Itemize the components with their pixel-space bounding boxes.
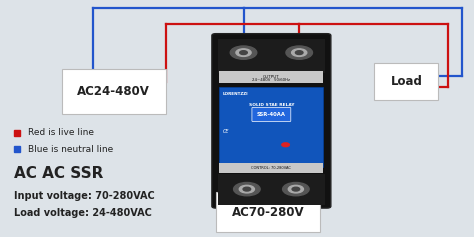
Bar <box>219 163 323 173</box>
Text: OUTPUT: OUTPUT <box>263 75 280 79</box>
Text: Load voltage: 24-480VAC: Load voltage: 24-480VAC <box>14 208 152 218</box>
Circle shape <box>282 143 289 147</box>
Bar <box>218 174 325 205</box>
Bar <box>219 87 323 167</box>
Circle shape <box>239 185 255 193</box>
Bar <box>219 71 323 83</box>
Text: Load: Load <box>391 75 422 88</box>
Circle shape <box>236 49 251 56</box>
Text: SOLID STAE RELAY: SOLID STAE RELAY <box>249 103 294 107</box>
Circle shape <box>292 49 307 56</box>
FancyBboxPatch shape <box>62 69 166 114</box>
Bar <box>218 39 325 73</box>
Circle shape <box>230 46 257 59</box>
Text: Red is live line: Red is live line <box>28 128 94 137</box>
Circle shape <box>240 51 247 55</box>
Circle shape <box>288 185 303 193</box>
Text: AC70-280V: AC70-280V <box>231 206 304 219</box>
Text: CONTROL: 70-280VAC: CONTROL: 70-280VAC <box>251 166 292 170</box>
Text: Blue is neutral line: Blue is neutral line <box>28 145 114 154</box>
Circle shape <box>234 182 260 196</box>
FancyBboxPatch shape <box>252 107 291 122</box>
Text: AC24-480V: AC24-480V <box>77 85 150 98</box>
FancyBboxPatch shape <box>212 34 331 208</box>
Text: LORENTZZI: LORENTZZI <box>223 91 248 96</box>
Circle shape <box>283 182 309 196</box>
Text: SSR-40AA: SSR-40AA <box>257 112 286 117</box>
Text: 24~480V   50/60Hz: 24~480V 50/60Hz <box>252 78 291 82</box>
Circle shape <box>295 51 303 55</box>
FancyBboxPatch shape <box>374 63 438 100</box>
Circle shape <box>292 187 300 191</box>
Text: AC AC SSR: AC AC SSR <box>14 165 104 181</box>
FancyBboxPatch shape <box>216 192 320 232</box>
Text: CE: CE <box>223 129 230 134</box>
Text: Input voltage: 70-280VAC: Input voltage: 70-280VAC <box>14 191 155 201</box>
Circle shape <box>286 46 312 59</box>
Circle shape <box>243 187 251 191</box>
